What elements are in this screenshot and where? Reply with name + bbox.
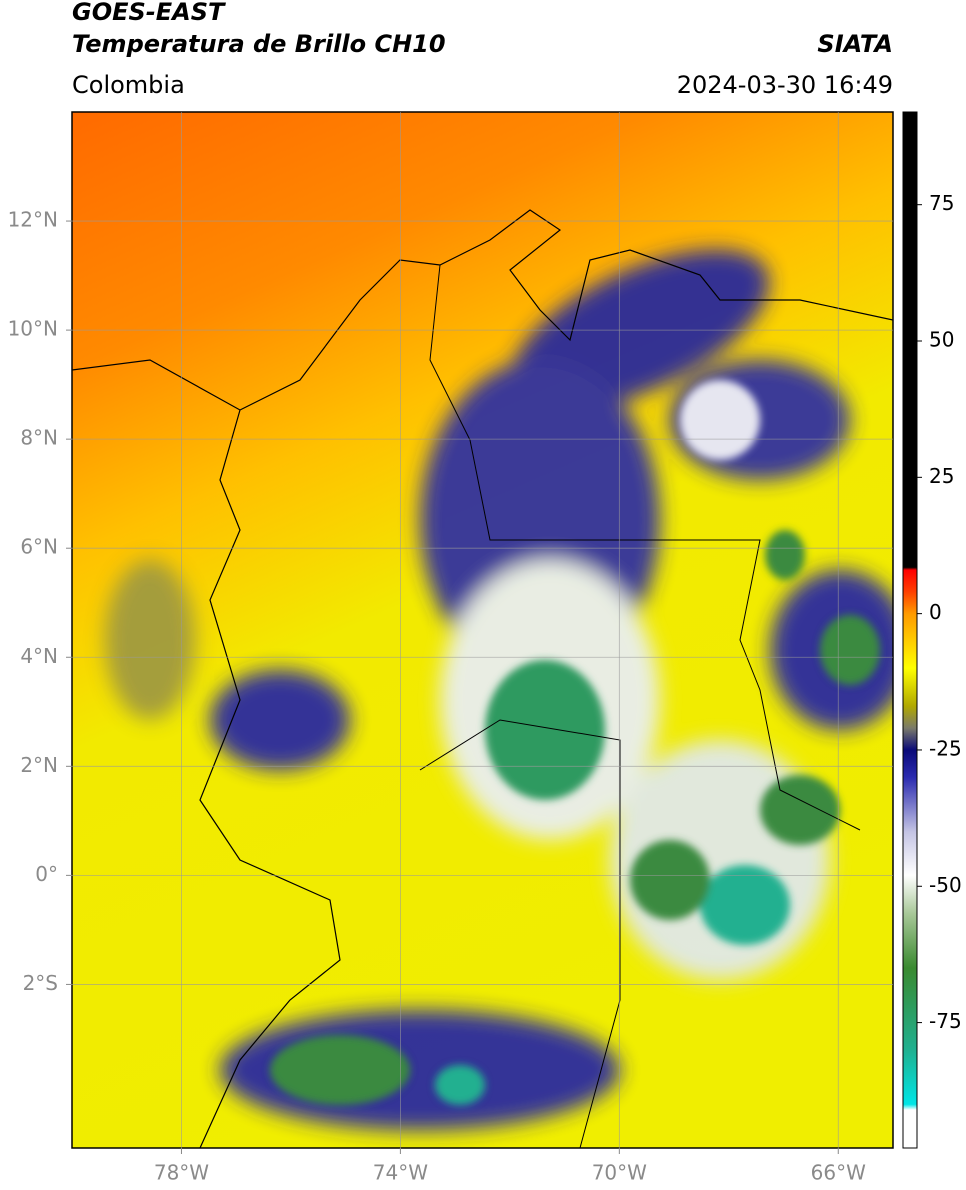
colorbar-tick-label: -50 — [929, 873, 962, 897]
colorbar-tick-label: -75 — [929, 1009, 962, 1033]
x-tick-label: 74°W — [373, 1161, 428, 1185]
map-frame — [71, 111, 894, 1149]
x-tick-label: 78°W — [154, 1161, 209, 1185]
x-tick-label: 70°W — [592, 1161, 647, 1185]
y-tick-label: 8°N — [20, 426, 58, 450]
y-tick-label: 10°N — [8, 317, 58, 341]
y-tick-label: 0° — [35, 862, 58, 886]
colorbar-tick-label: 50 — [929, 328, 954, 352]
colorbar-tick-label: 0 — [929, 600, 942, 624]
colorbar-tick-label: 25 — [929, 464, 954, 488]
title: GOES-EAST — [72, 0, 226, 26]
colorbar-tick-label: 75 — [929, 191, 954, 215]
colorbar-tick-label: -25 — [929, 736, 962, 760]
y-tick-label: 2°N — [20, 753, 58, 777]
colorbar — [902, 111, 918, 1149]
datetime: 2024-03-30 16:49 — [677, 71, 893, 99]
satellite-image — [72, 112, 893, 1148]
source: SIATA — [817, 30, 893, 58]
y-tick-label: 2°S — [23, 971, 58, 995]
y-tick-label: 6°N — [20, 535, 58, 559]
x-tick-label: 66°W — [811, 1161, 866, 1185]
region: Colombia — [72, 71, 185, 99]
subtitle: Temperatura de Brillo CH10 — [72, 30, 446, 58]
y-tick-label: 12°N — [8, 208, 58, 232]
y-tick-label: 4°N — [20, 644, 58, 668]
